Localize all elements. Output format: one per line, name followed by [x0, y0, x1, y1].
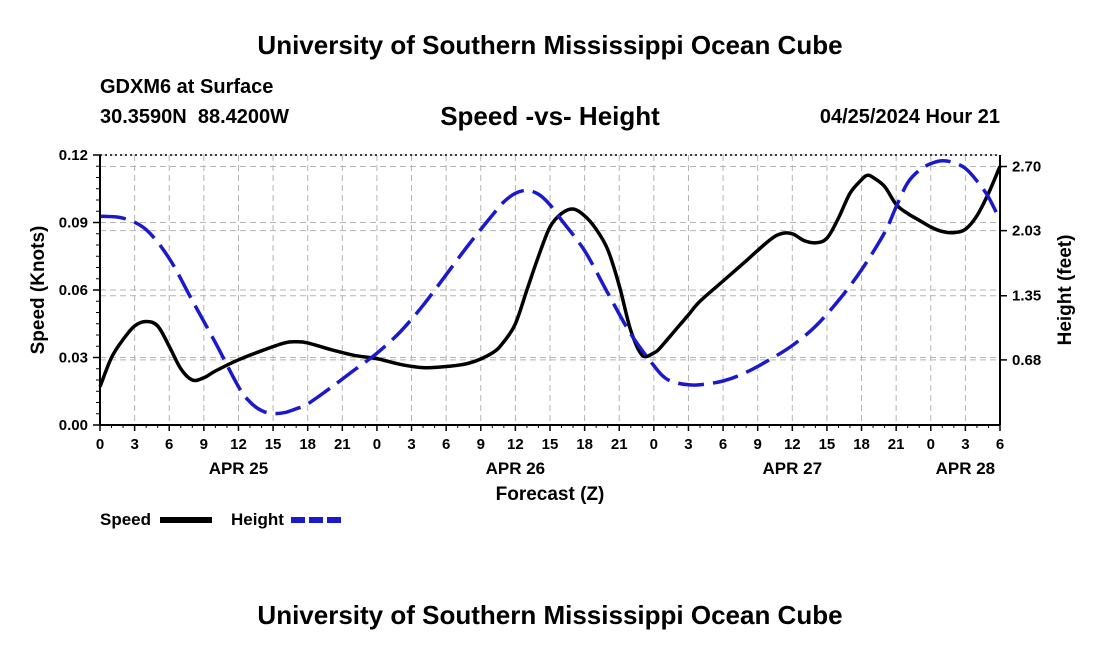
timestamp-label: 04/25/2024 Hour 21: [819, 106, 1000, 128]
y-tick-label-left: 0.09: [59, 215, 88, 232]
x-axis-title: Forecast (Z): [496, 484, 605, 505]
date-label: APR 26: [486, 459, 546, 478]
location-label: 30.3590N 88.4200W: [100, 106, 290, 128]
x-tick-label: 0: [927, 436, 935, 453]
x-tick-label: 15: [265, 436, 282, 453]
x-tick-label: 6: [719, 436, 727, 453]
x-tick-label: 6: [165, 436, 173, 453]
x-tick-label: 21: [888, 436, 905, 453]
grid: [100, 154, 1000, 425]
x-tick-label: 12: [507, 436, 524, 453]
y-tick-label-right: 1.35: [1012, 288, 1041, 305]
y-axis-title-left: Speed (Knots): [28, 226, 49, 355]
x-tick-label: 12: [784, 436, 801, 453]
footer-title: University of Southern Mississippi Ocean…: [257, 600, 843, 630]
y-tick-label-left: 0.06: [59, 282, 88, 299]
date-label: APR 27: [763, 459, 823, 478]
series-layer: [98, 158, 1002, 416]
y-tick-label-left: 0.03: [59, 350, 88, 367]
x-tick-label: 18: [576, 436, 593, 453]
x-tick-label: 12: [230, 436, 247, 453]
x-tick-label: 3: [684, 436, 692, 453]
y-axis-title-right: Height (feet): [1055, 235, 1076, 346]
series-line-speed: [98, 165, 1002, 388]
x-tick-label: 9: [200, 436, 208, 453]
x-tick-label: 9: [477, 436, 485, 453]
station-label: GDXM6 at Surface: [100, 76, 274, 98]
axis-labels: 0 3 6 9 12 15 18 21 0 3 6 9 12 15 18 21 0 3 6 9 12 15 18 21 0 3 6A…: [28, 147, 1076, 505]
x-tick-label: 18: [853, 436, 870, 453]
x-tick-label: 15: [819, 436, 836, 453]
x-tick-label: 0: [650, 436, 658, 453]
date-label: APR 25: [209, 459, 269, 478]
y-tick-label-right: 2.70: [1012, 158, 1041, 175]
date-label: APR 28: [936, 459, 996, 478]
x-tick-label: 18: [299, 436, 316, 453]
y-tick-label-right: 2.03: [1012, 223, 1041, 240]
legend: Speed Height: [100, 510, 343, 529]
legend-label-height: Height: [231, 510, 284, 529]
x-tick-label: 21: [611, 436, 628, 453]
chart-title: Speed -vs- Height: [440, 101, 660, 131]
y-tick-label-left: 0.12: [59, 147, 88, 164]
x-tick-label: 9: [754, 436, 762, 453]
x-tick-label: 3: [407, 436, 415, 453]
x-tick-label: 21: [334, 436, 351, 453]
x-tick-label: 6: [996, 436, 1004, 453]
legend-label-speed: Speed: [100, 510, 151, 529]
ticks: [93, 154, 1007, 431]
x-tick-label: 3: [130, 436, 138, 453]
x-tick-label: 0: [96, 436, 104, 453]
x-tick-label: 6: [442, 436, 450, 453]
y-tick-label-right: 0.68: [1012, 352, 1041, 369]
page-title: University of Southern Mississippi Ocean…: [257, 30, 843, 60]
x-tick-label: 15: [542, 436, 559, 453]
x-tick-label: 0: [373, 436, 381, 453]
x-tick-label: 3: [961, 436, 969, 453]
series-line-height: [99, 158, 1002, 416]
y-tick-label-left: 0.00: [59, 417, 88, 434]
